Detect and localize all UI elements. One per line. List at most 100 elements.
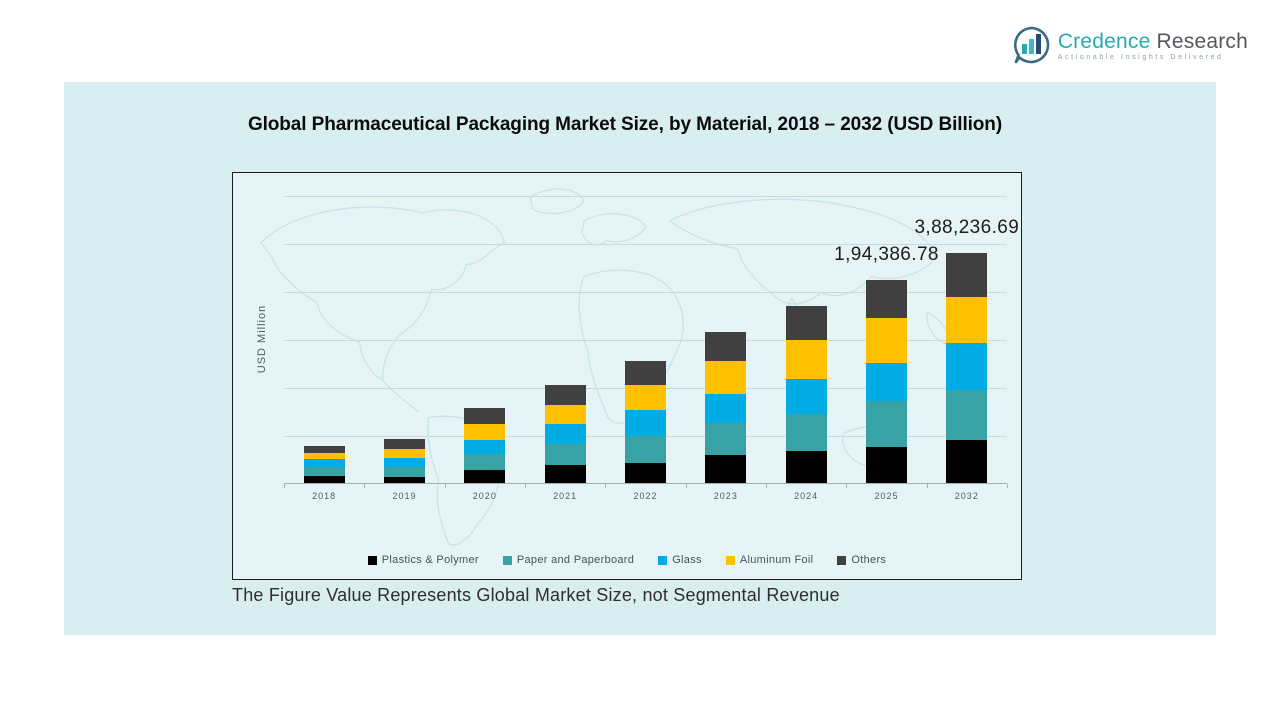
x-axis-tick-label: 2025 [874, 491, 899, 501]
brand-name: Credence Research [1058, 30, 1248, 53]
bar-segment [705, 394, 747, 423]
bar-segment [384, 458, 425, 467]
legend-label: Paper and Paperboard [516, 554, 635, 566]
bar-segment [785, 306, 827, 340]
bar-2018 [303, 446, 345, 483]
bar-2023 [705, 332, 747, 483]
bar-2032 [946, 253, 988, 483]
bar-segment [464, 440, 506, 454]
axis-tick [685, 484, 687, 488]
bar-segment [384, 467, 425, 477]
chart-panel: USD Million 2018 2019 2020 2021 2022 2023 2024… [232, 172, 1022, 580]
bar-segment [866, 447, 907, 483]
bar-chart-bubble-icon [1013, 26, 1050, 64]
brand-name-primary: Credence [1057, 29, 1151, 53]
bar-segment [303, 476, 345, 483]
bar-segment [625, 410, 666, 436]
bar-segment [866, 363, 907, 401]
axis-tick [525, 484, 526, 488]
bar-segment [544, 405, 586, 424]
bar-segment [705, 423, 747, 455]
bar-segment [464, 454, 506, 470]
bar-2019 [384, 439, 425, 483]
axis-tick [926, 484, 928, 488]
logo-text: Credence Research Actionable Insights De… [1058, 30, 1248, 61]
x-axis-tick-label: 2019 [392, 491, 417, 501]
axis-tick [364, 484, 366, 488]
bar-segment [705, 455, 747, 483]
axis-tick [1007, 484, 1008, 488]
bar-segment [384, 449, 425, 458]
x-axis-tick-label: 2021 [553, 491, 578, 501]
axis-tick [605, 484, 607, 488]
bar-segment [785, 379, 827, 414]
brand-logo: Credence Research Actionable Insights De… [1011, 25, 1248, 65]
bar-segment [384, 439, 425, 449]
bar-segment [303, 459, 345, 467]
data-label: 1,94,386.78 [834, 244, 939, 265]
axis-tick [284, 484, 285, 488]
bar-segment [544, 385, 586, 405]
x-axis-tick-label: 2018 [312, 491, 337, 501]
axis-tick [846, 484, 848, 488]
bar-segment [705, 332, 747, 361]
bar-segment [464, 408, 506, 424]
bar-segment [303, 467, 345, 476]
legend-label: Plastics & Polymer [381, 554, 479, 566]
gridline [284, 340, 1007, 341]
bar-segment [544, 465, 586, 483]
bar-2025 [866, 280, 907, 483]
bar-segment [785, 340, 827, 379]
y-axis-label: USD Million [256, 304, 268, 374]
bar-segment [946, 343, 988, 390]
bar-segment [544, 444, 586, 465]
legend-swatch [367, 555, 377, 565]
brand-tagline: Actionable Insights Delivered [1057, 53, 1224, 61]
bar-segment [464, 424, 506, 440]
bar-segment [625, 361, 666, 385]
content-background: Global Pharmaceutical Packaging Market S… [64, 82, 1216, 635]
bar-2022 [625, 361, 666, 483]
bar-2021 [544, 385, 586, 483]
gridline [284, 196, 1007, 197]
figure-note: The Figure Value Represents Global Marke… [232, 585, 840, 605]
x-axis-tick-label: 2032 [954, 491, 979, 501]
bar-segment [625, 385, 666, 410]
legend-label: Others [851, 554, 887, 566]
legend-item: Paper and Paperboard [502, 554, 635, 566]
bar-segment [464, 470, 506, 483]
bar-segment [946, 253, 988, 297]
bar-2024 [785, 306, 827, 483]
legend-swatch [837, 555, 847, 565]
x-axis-tick-label: 2022 [633, 491, 658, 501]
axis-tick [766, 484, 767, 488]
legend-swatch [502, 555, 512, 565]
gridline [284, 292, 1007, 293]
bar-segment [544, 424, 586, 444]
legend-label: Glass [672, 554, 702, 566]
bar-segment [785, 451, 827, 483]
x-axis-tick-label: 2020 [472, 491, 497, 501]
legend-item: Plastics & Polymer [367, 554, 479, 566]
bar-segment [705, 361, 747, 394]
bar-segment [946, 390, 988, 440]
bar-segment [384, 477, 425, 483]
gridline [284, 244, 1007, 245]
bar-segment [946, 440, 988, 483]
legend-item: Glass [658, 554, 702, 566]
bar-segment [625, 463, 666, 483]
bar-segment [303, 446, 345, 453]
bar-segment [866, 401, 907, 447]
legend-item: Aluminum Foil [725, 554, 814, 566]
legend: Plastics & Polymer Paper and Paperboard Gl… [233, 554, 1021, 566]
axis-tick [444, 484, 446, 488]
bar-segment [303, 453, 345, 459]
brand-name-secondary: Research [1156, 29, 1248, 53]
plot-area: 2018 2019 2020 2021 2022 2023 2024 2025 2032 1,94… [284, 196, 1019, 501]
chart-title: Global Pharmaceutical Packaging Market S… [247, 114, 1003, 135]
bar-segment [946, 297, 988, 343]
legend-item: Others [837, 554, 886, 566]
bar-segment [866, 280, 907, 318]
bar-segment [785, 414, 827, 451]
